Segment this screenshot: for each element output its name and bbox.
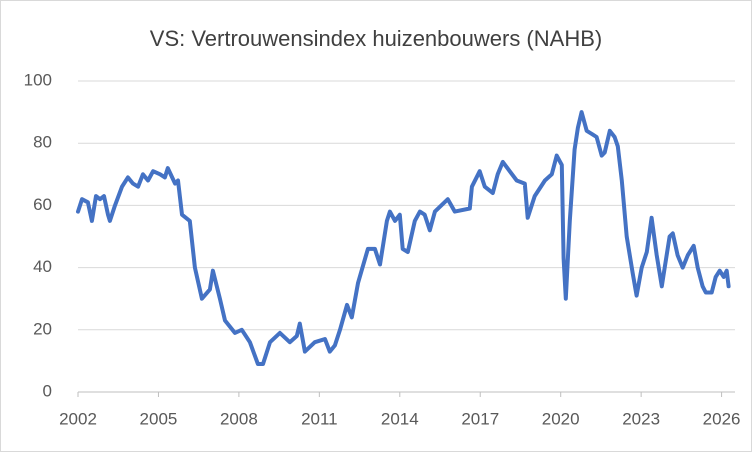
chart-title: VS: Vertrouwensindex huizenbouwers (NAHB… bbox=[150, 26, 602, 51]
data-line bbox=[76, 110, 731, 366]
x-tick-label: 2020 bbox=[542, 409, 580, 428]
y-tick-label: 60 bbox=[33, 195, 52, 214]
x-tick-label: 2026 bbox=[703, 409, 741, 428]
y-tick-label: 80 bbox=[33, 133, 52, 152]
y-tick-label: 20 bbox=[33, 319, 52, 338]
y-tick-label: 40 bbox=[33, 257, 52, 276]
x-tick-label: 2002 bbox=[59, 409, 97, 428]
x-tick-label: 2017 bbox=[461, 409, 499, 428]
x-tick-label: 2005 bbox=[140, 409, 178, 428]
x-tick-label: 2014 bbox=[381, 409, 419, 428]
y-tick-label: 0 bbox=[43, 381, 52, 400]
x-tick-label: 2008 bbox=[220, 409, 258, 428]
y-tick-label: 100 bbox=[24, 70, 52, 89]
x-tick-label: 2011 bbox=[301, 409, 338, 428]
x-tick-label: 2023 bbox=[622, 409, 660, 428]
